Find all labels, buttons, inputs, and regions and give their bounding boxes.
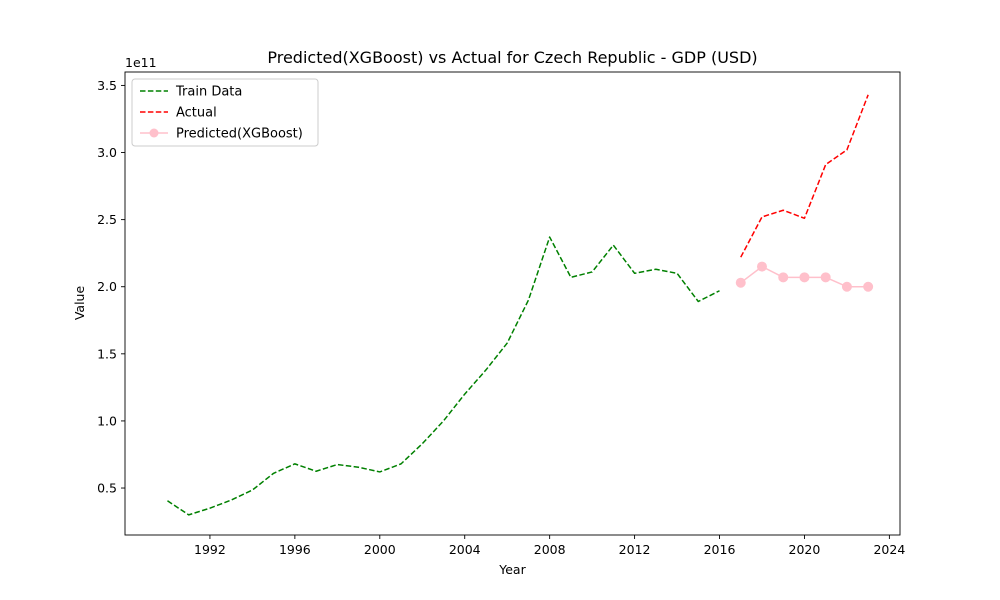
legend-label-1: Actual [176, 106, 217, 121]
data-point-marker [799, 272, 810, 283]
legend-marker-2 [149, 128, 159, 138]
x-tick-label: 2004 [449, 542, 481, 557]
y-axis-title: Value [72, 286, 87, 321]
axes: 1992 1996 2000 2004 2008 2012 2016 2020 2024 0.5 1… [97, 71, 905, 557]
data-point-marker [863, 281, 874, 292]
x-tick-label: 2020 [789, 542, 821, 557]
x-tick-label: 2008 [534, 542, 566, 557]
chart-title: Predicted(XGBoost) vs Actual for Czech R… [267, 48, 757, 67]
y-tick-label: 2.5 [97, 212, 117, 227]
series-line-1 [740, 94, 869, 258]
series-line-0 [167, 236, 720, 516]
y-tick-label: 2.0 [97, 279, 117, 294]
x-tick-label: 2016 [704, 542, 736, 557]
data-point-marker [841, 281, 852, 292]
x-tick-label: 2024 [873, 542, 905, 557]
x-tick-label: 2000 [364, 542, 396, 557]
y-tick-label: 3.5 [97, 78, 117, 93]
data-point-marker [778, 272, 789, 283]
x-tick-label: 1996 [279, 542, 311, 557]
data-point-marker [820, 272, 831, 283]
y-tick-label: 1.5 [97, 346, 117, 361]
y-tick-label: 1.0 [97, 413, 117, 428]
data-point-marker [735, 277, 746, 288]
legend-label-2: Predicted(XGBoost) [176, 127, 303, 142]
x-axis-title: Year [498, 562, 526, 577]
legend: Train Data Actual Predicted(XGBoost) [131, 78, 319, 147]
y-axis-offset-label: 1e11 [125, 55, 157, 70]
data-point-marker [756, 261, 767, 272]
plot-area [167, 94, 874, 516]
y-tick-label: 0.5 [97, 481, 117, 496]
x-tick-label: 2012 [619, 542, 651, 557]
legend-box [131, 78, 319, 147]
axes-frame [124, 71, 901, 536]
y-tick-label: 3.0 [97, 145, 117, 160]
legend-label-0: Train Data [175, 85, 242, 100]
x-tick-label: 1992 [194, 542, 226, 557]
